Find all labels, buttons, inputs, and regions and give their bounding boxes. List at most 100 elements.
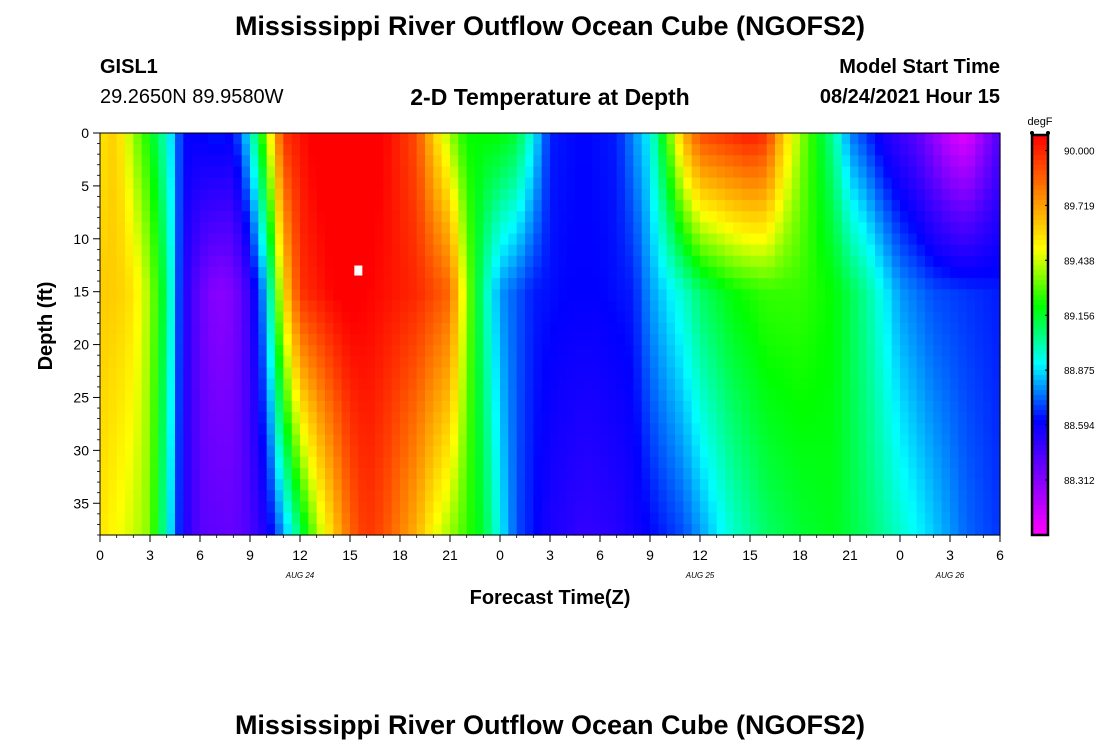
heatmap-cell (408, 200, 418, 212)
heatmap-cell (991, 434, 1001, 447)
colorbar-cell (1032, 490, 1048, 496)
heatmap-cell (141, 389, 151, 402)
heatmap-cell (450, 490, 459, 503)
heatmap-cell (450, 322, 459, 335)
heatmap-cell (341, 334, 351, 346)
heatmap-cell (883, 334, 893, 346)
heatmap-cell (583, 144, 593, 156)
heatmap-cell (441, 523, 451, 536)
heatmap-cell (675, 144, 684, 156)
heatmap-cell (133, 255, 143, 268)
heatmap-cell (408, 378, 418, 391)
heatmap-cell (750, 188, 759, 201)
heatmap-cell (700, 289, 709, 302)
heatmap-cell (375, 356, 384, 369)
heatmap-cell (225, 456, 234, 469)
heatmap-cell (325, 133, 334, 145)
colorbar-cell (1032, 310, 1048, 316)
colorbar-cell (1032, 185, 1048, 191)
heatmap-cell (416, 322, 426, 335)
heatmap-cell (791, 501, 801, 514)
heatmap-cell (600, 523, 609, 536)
heatmap-cell (775, 378, 784, 391)
heatmap-cell (733, 200, 743, 212)
heatmap-cell (575, 345, 584, 357)
heatmap-cell (758, 233, 768, 246)
heatmap-cell (216, 211, 226, 223)
heatmap-cell (625, 423, 634, 436)
heatmap-cell (291, 177, 301, 190)
heatmap-cell (550, 267, 559, 279)
heatmap-cell (858, 412, 868, 424)
heatmap-cell (825, 479, 834, 491)
heatmap-cell (825, 501, 834, 514)
heatmap-cell (566, 412, 576, 424)
heatmap-cell (483, 479, 493, 491)
heatmap-cell (308, 267, 318, 279)
heatmap-cell (133, 445, 143, 458)
heatmap-cell (158, 445, 168, 458)
heatmap-cell (200, 300, 209, 313)
heatmap-cell (166, 267, 176, 279)
heatmap-cell (716, 255, 726, 268)
heatmap-cell (316, 479, 326, 491)
heatmap-cell (841, 401, 851, 413)
heatmap-cell (433, 378, 443, 391)
heatmap-cell (933, 267, 943, 279)
heatmap-cell (641, 334, 651, 346)
heatmap-cell (908, 367, 918, 380)
date-label: AUG 24 (285, 571, 315, 580)
heatmap-cell (941, 155, 951, 168)
heatmap-cell (150, 322, 159, 335)
heatmap-cell (283, 445, 293, 458)
heatmap-cell (666, 155, 676, 168)
heatmap-cell (300, 144, 309, 156)
heatmap-cell (541, 367, 551, 380)
heatmap-cell (625, 468, 634, 480)
heatmap-cell (316, 255, 326, 268)
heatmap-cell (600, 233, 609, 246)
heatmap-cell (575, 456, 584, 469)
heatmap-cell (841, 244, 851, 257)
heatmap-cell (100, 144, 109, 156)
heatmap-cell (400, 345, 409, 357)
heatmap-cell (633, 378, 643, 391)
heatmap-cell (358, 322, 368, 335)
heatmap-cell (116, 211, 126, 223)
heatmap-cell (983, 244, 993, 257)
heatmap-cell (591, 378, 601, 391)
heatmap-cell (441, 434, 451, 447)
heatmap-cell (441, 389, 451, 402)
heatmap-cell (158, 322, 168, 335)
heatmap-cell (225, 155, 234, 168)
heatmap-cell (941, 144, 951, 156)
heatmap-cell (791, 144, 801, 156)
heatmap-cell (750, 322, 759, 335)
y-tick-label: 35 (73, 495, 89, 511)
heatmap-cell (316, 345, 326, 357)
heatmap-cell (391, 356, 401, 369)
heatmap-cell (516, 211, 526, 223)
heatmap-cell (575, 490, 584, 503)
heatmap-cell (283, 255, 293, 268)
heatmap-cell (783, 311, 793, 324)
x-tick-label: 9 (246, 547, 254, 563)
heatmap-cell (883, 289, 893, 302)
heatmap-cell (166, 334, 176, 346)
heatmap-cell (983, 401, 993, 413)
heatmap-cell (250, 255, 259, 268)
heatmap-cell (783, 155, 793, 168)
heatmap-cell (125, 322, 134, 335)
heatmap-cell (741, 144, 751, 156)
heatmap-cell (550, 345, 559, 357)
heatmap-cell (208, 267, 218, 279)
heatmap-cell (891, 512, 901, 525)
heatmap-cell (241, 244, 251, 257)
heatmap-cell (116, 300, 126, 313)
heatmap-cell (325, 501, 334, 514)
heatmap-cell (341, 133, 351, 145)
heatmap-cell (566, 133, 576, 145)
heatmap-cell (191, 311, 201, 324)
heatmap-cell (741, 255, 751, 268)
heatmap-cell (350, 222, 359, 235)
